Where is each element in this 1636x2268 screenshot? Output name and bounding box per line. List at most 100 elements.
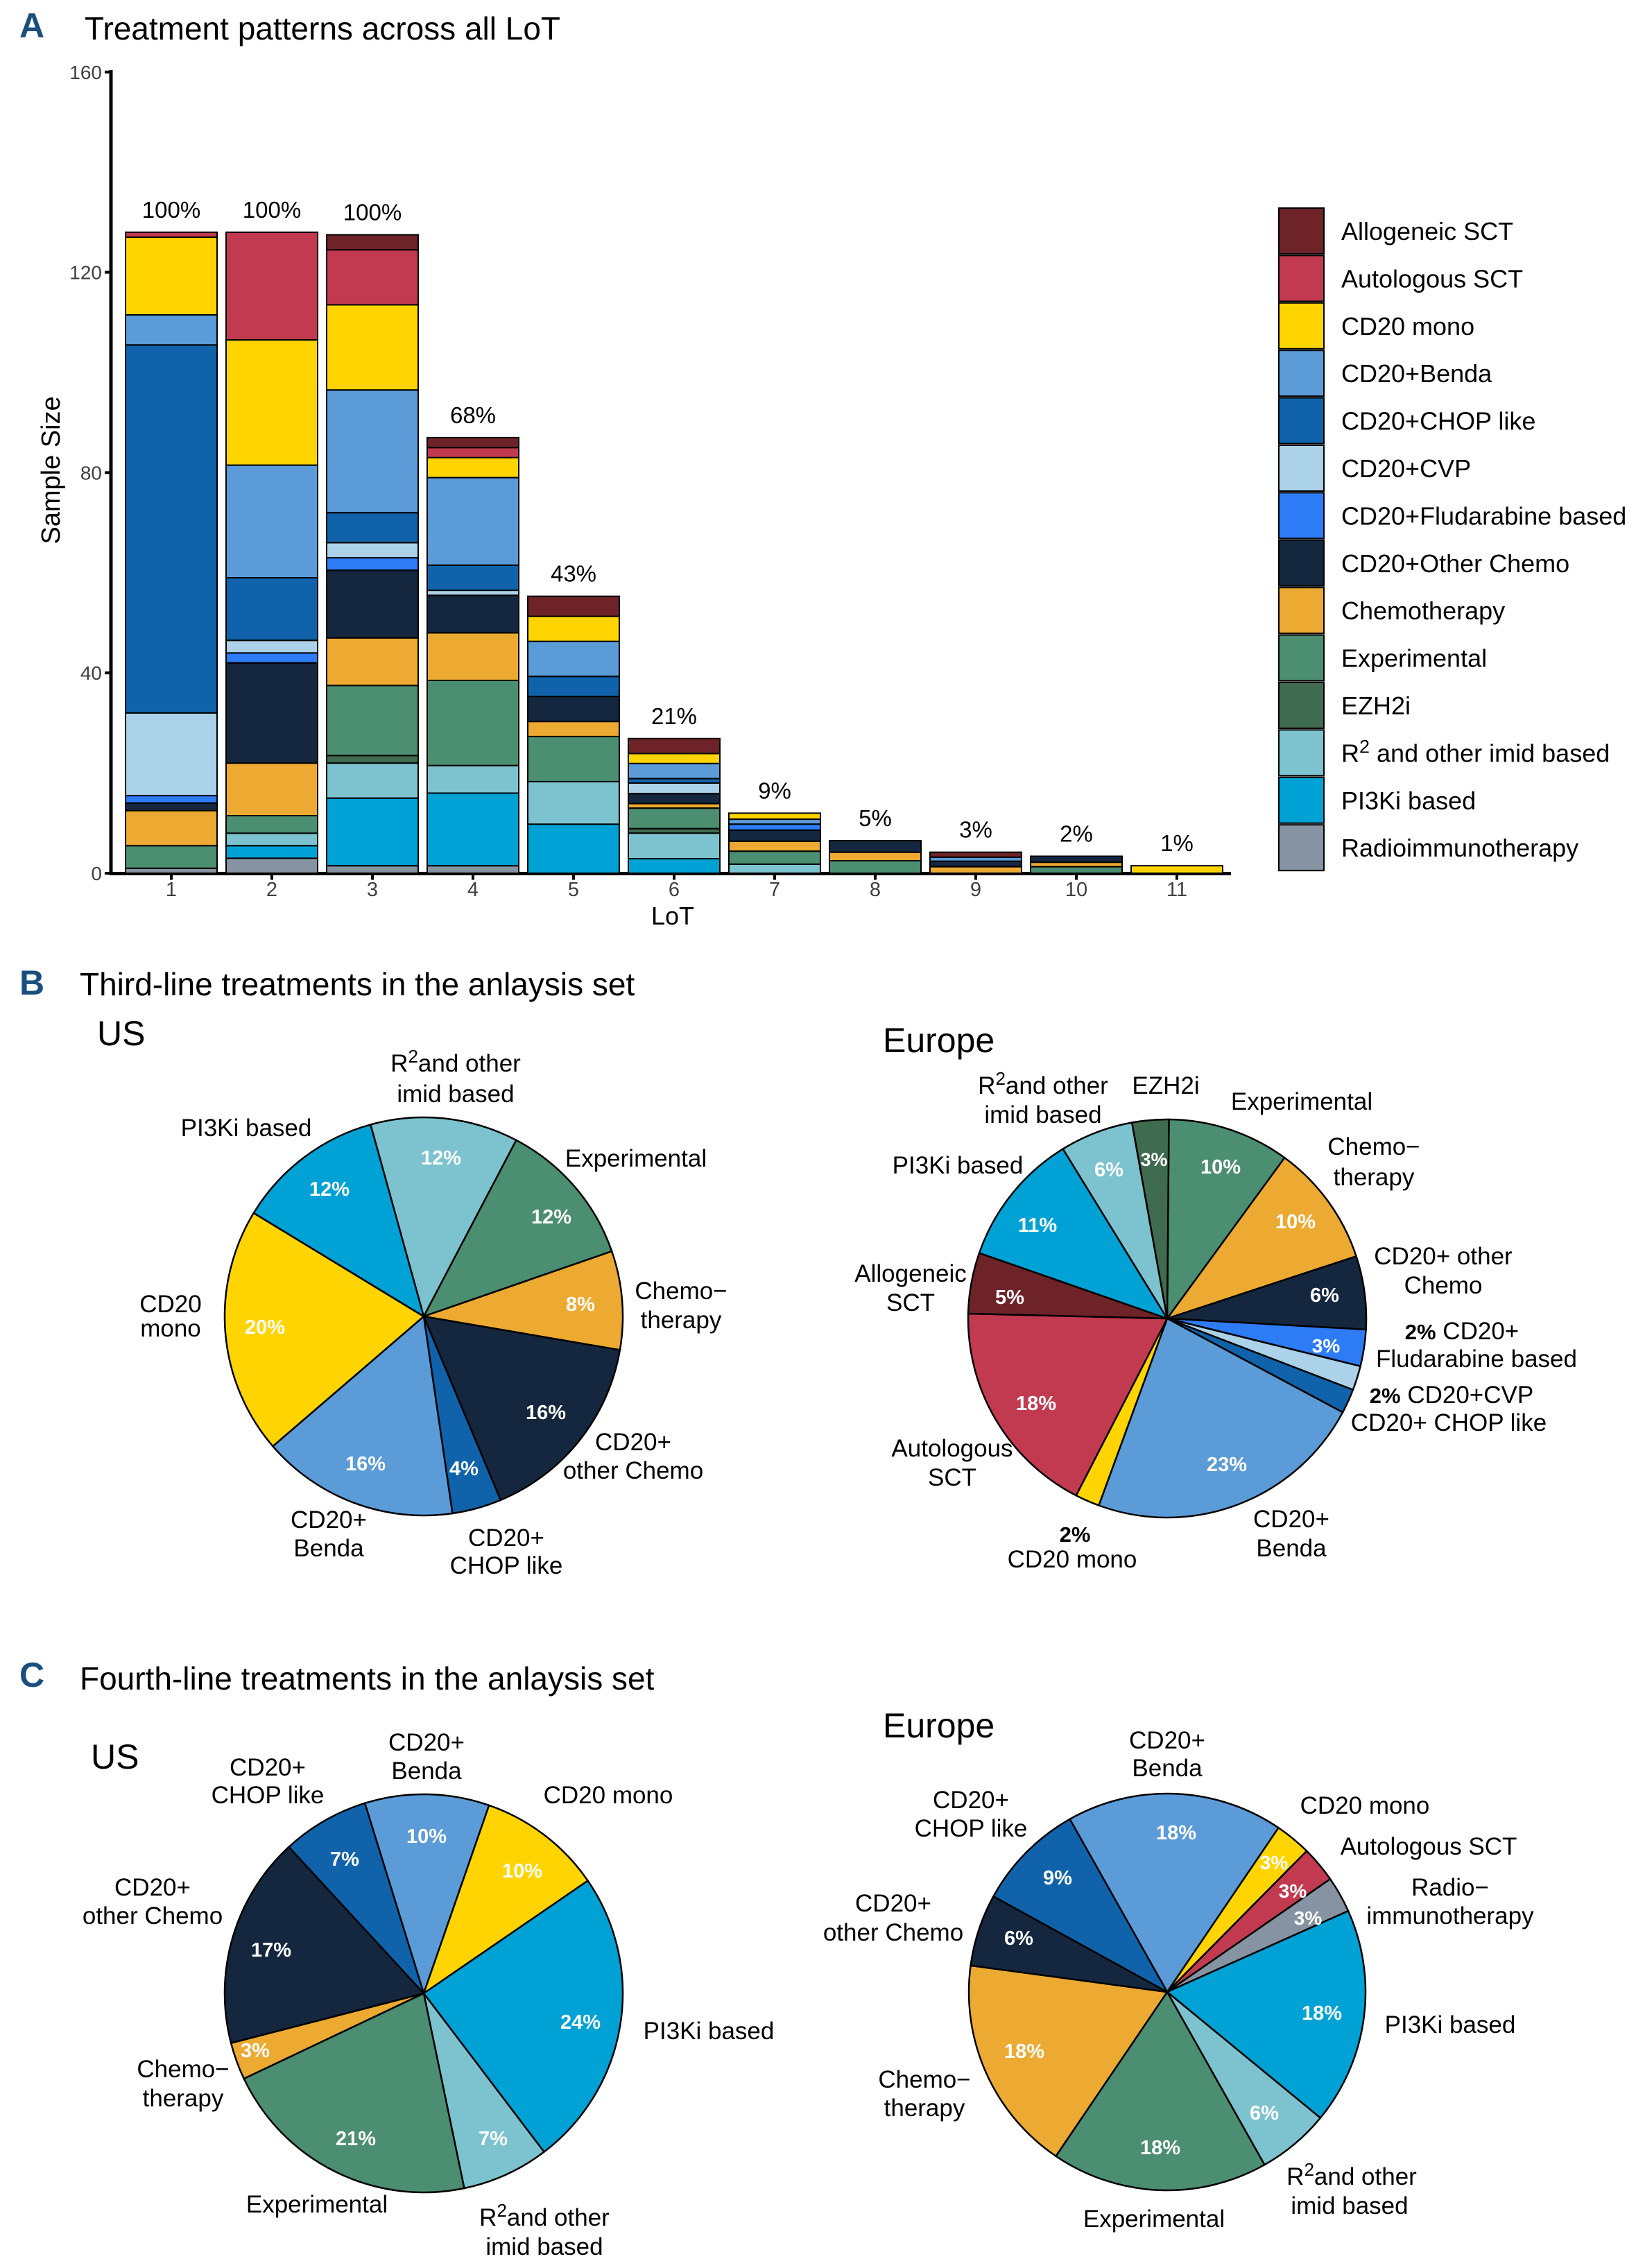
- svg-text:CD20+ CHOP like: CD20+ CHOP like: [1351, 1409, 1547, 1436]
- svg-text:CD20+: CD20+: [1253, 1506, 1329, 1533]
- svg-text:CD20+: CD20+: [933, 1787, 1009, 1814]
- svg-text:3: 3: [367, 879, 378, 901]
- svg-text:18%: 18%: [1302, 2002, 1342, 2025]
- svg-text:6: 6: [669, 879, 680, 901]
- svg-text:Europe: Europe: [883, 1021, 994, 1060]
- svg-text:9%: 9%: [1043, 1867, 1072, 1889]
- svg-text:Radioimmunotherapy: Radioimmunotherapy: [1341, 834, 1578, 862]
- svg-text:Benda: Benda: [293, 1535, 364, 1562]
- svg-text:7%: 7%: [479, 2128, 508, 2150]
- svg-text:other Chemo: other Chemo: [563, 1457, 703, 1484]
- svg-text:CD20+Benda: CD20+Benda: [1341, 359, 1492, 388]
- svg-text:20%: 20%: [245, 1316, 285, 1339]
- svg-text:therapy: therapy: [1334, 1164, 1415, 1191]
- svg-text:9: 9: [970, 879, 981, 901]
- svg-text:CD20+: CD20+: [230, 1754, 306, 1781]
- svg-text:SCT: SCT: [886, 1289, 935, 1316]
- svg-text:17%: 17%: [251, 1939, 291, 1961]
- svg-text:Chemo−: Chemo−: [137, 2056, 229, 2083]
- svg-text:Chemotherapy: Chemotherapy: [1341, 596, 1505, 625]
- svg-text:Fourth-line treatments in the: Fourth-line treatments in the anlaysis s…: [80, 1660, 655, 1696]
- svg-text:CD20+: CD20+: [468, 1524, 544, 1552]
- svg-text:Chemo: Chemo: [1404, 1272, 1483, 1299]
- svg-text:Autologous: Autologous: [891, 1435, 1013, 1462]
- svg-text:1%: 1%: [1160, 830, 1194, 856]
- svg-text:10%: 10%: [502, 1860, 542, 1882]
- svg-text:10%: 10%: [406, 1825, 447, 1848]
- svg-text:6%: 6%: [1094, 1159, 1123, 1181]
- svg-text:23%: 23%: [1207, 1454, 1247, 1476]
- svg-text:68%: 68%: [450, 402, 496, 428]
- svg-text:imid based: imid based: [1291, 2192, 1408, 2219]
- svg-text:3%: 3%: [1294, 1907, 1323, 1929]
- svg-text:8: 8: [870, 879, 881, 901]
- svg-text:Third-line treatments in the a: Third-line treatments in the anlaysis se…: [80, 966, 635, 1002]
- svg-text:CD20+: CD20+: [595, 1429, 671, 1456]
- svg-text:18%: 18%: [1156, 1822, 1196, 1844]
- svg-text:40: 40: [80, 662, 102, 684]
- svg-text:other Chemo: other Chemo: [83, 1902, 223, 1930]
- svg-text:PI3Ki based: PI3Ki based: [644, 2018, 775, 2045]
- svg-text:7%: 7%: [330, 1848, 359, 1871]
- svg-text:Europe: Europe: [883, 1706, 994, 1745]
- svg-text:C: C: [19, 1656, 44, 1694]
- svg-text:Chemo−: Chemo−: [1327, 1133, 1420, 1160]
- svg-text:CHOP like: CHOP like: [212, 1782, 325, 1809]
- svg-text:100%: 100%: [343, 200, 402, 225]
- svg-text:6%: 6%: [1004, 1927, 1033, 1950]
- svg-text:3%: 3%: [1260, 1852, 1289, 1873]
- svg-text:9%: 9%: [758, 778, 791, 803]
- svg-text:Treatment patterns across all: Treatment patterns across all LoT: [85, 10, 560, 46]
- svg-text:US: US: [97, 1014, 145, 1053]
- svg-text:CD20+: CD20+: [1129, 1727, 1205, 1754]
- svg-text:8%: 8%: [566, 1294, 595, 1316]
- svg-text:12%: 12%: [309, 1178, 350, 1201]
- svg-text:12%: 12%: [421, 1147, 461, 1169]
- svg-text:CD20+: CD20+: [388, 1729, 465, 1756]
- svg-text:Benda: Benda: [391, 1758, 462, 1785]
- svg-text:imid based: imid based: [397, 1081, 514, 1108]
- svg-text:B: B: [19, 963, 44, 1002]
- svg-text:10: 10: [1065, 879, 1087, 901]
- svg-text:3%: 3%: [959, 817, 992, 843]
- svg-text:PI3Ki based: PI3Ki based: [893, 1152, 1024, 1179]
- svg-text:imid based: imid based: [984, 1101, 1101, 1128]
- svg-text:US: US: [91, 1737, 139, 1776]
- svg-text:16%: 16%: [345, 1453, 386, 1475]
- svg-text:5%: 5%: [995, 1287, 1024, 1309]
- svg-text:100%: 100%: [243, 197, 301, 223]
- svg-text:Sample Size: Sample Size: [37, 396, 66, 544]
- svg-text:other Chemo: other Chemo: [823, 1919, 963, 1946]
- svg-text:PI3Ki based: PI3Ki based: [1385, 2011, 1516, 2038]
- svg-text:80: 80: [80, 462, 102, 483]
- svg-text:2% CD20+: 2% CD20+: [1405, 1318, 1519, 1345]
- svg-text:160: 160: [69, 62, 102, 83]
- svg-text:CD20+Other Chemo: CD20+Other Chemo: [1341, 549, 1569, 578]
- svg-text:Experimental: Experimental: [1341, 644, 1487, 673]
- svg-text:2: 2: [266, 879, 277, 901]
- svg-text:CD20 mono: CD20 mono: [1008, 1546, 1137, 1573]
- svg-text:18%: 18%: [1140, 2137, 1180, 2159]
- svg-text:11%: 11%: [1018, 1214, 1058, 1237]
- svg-text:18%: 18%: [1016, 1393, 1056, 1415]
- svg-text:6%: 6%: [1250, 2102, 1279, 2124]
- svg-text:CHOP like: CHOP like: [915, 1815, 1028, 1842]
- svg-text:mono: mono: [140, 1315, 201, 1342]
- svg-text:10%: 10%: [1275, 1211, 1316, 1233]
- svg-text:24%: 24%: [560, 2011, 601, 2034]
- svg-text:7: 7: [769, 879, 780, 901]
- svg-text:CHOP like: CHOP like: [450, 1552, 563, 1579]
- svg-text:Autologous SCT: Autologous SCT: [1341, 264, 1523, 293]
- svg-text:immunotherapy: immunotherapy: [1366, 1902, 1534, 1930]
- svg-text:EZH2i: EZH2i: [1132, 1072, 1199, 1099]
- svg-text:2%: 2%: [1060, 821, 1093, 847]
- svg-text:120: 120: [69, 262, 102, 284]
- svg-text:16%: 16%: [526, 1402, 566, 1424]
- svg-text:1: 1: [166, 879, 177, 901]
- svg-text:R2and other: R2and other: [390, 1046, 521, 1077]
- svg-text:3%: 3%: [1279, 1880, 1307, 1902]
- svg-text:Experimental: Experimental: [246, 2191, 388, 2218]
- svg-text:A: A: [19, 6, 44, 45]
- svg-text:18%: 18%: [1004, 2041, 1044, 2063]
- svg-text:CD20: CD20: [139, 1291, 201, 1318]
